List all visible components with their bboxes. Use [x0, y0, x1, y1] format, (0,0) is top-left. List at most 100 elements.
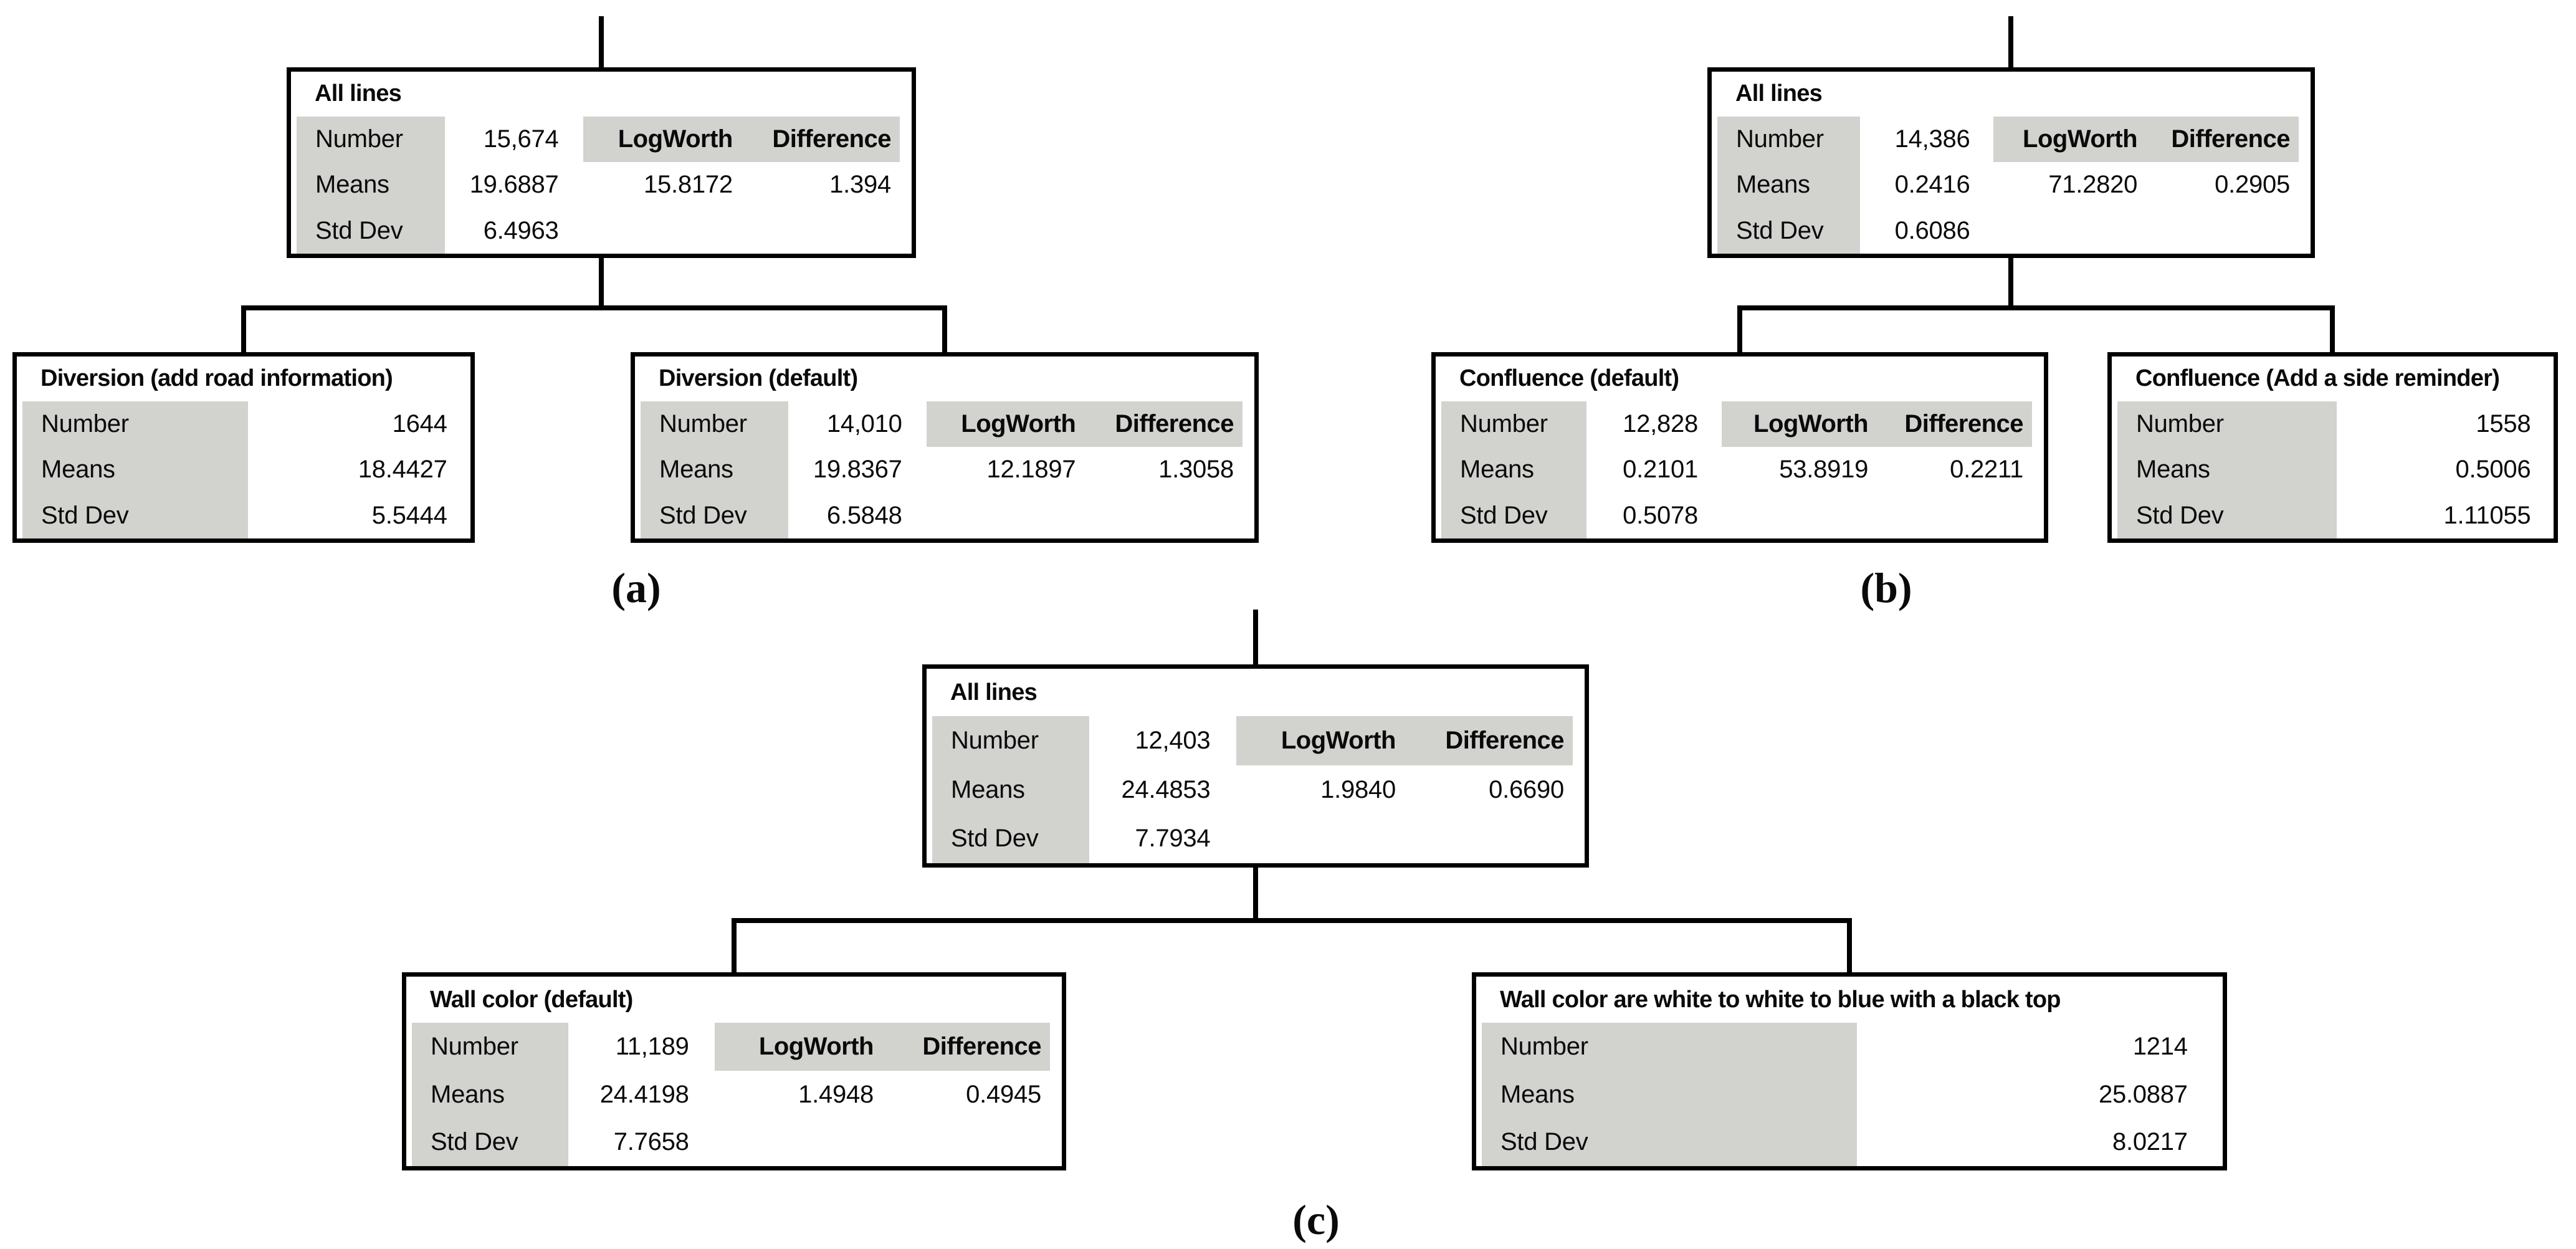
logworth-header: LogWorth: [1753, 409, 1869, 438]
connector-a-top-stub: [599, 16, 604, 67]
logworth-difference-header: LogWorth Difference: [714, 1023, 1050, 1071]
difference-value: 1.394: [829, 171, 891, 199]
logworth-difference-header: LogWorth Difference: [1722, 401, 2032, 447]
stat-label-column: Number Means Std Dev: [1482, 1023, 1857, 1166]
stat-label-means: Means: [1460, 456, 1534, 484]
node-table: Number Means Std Dev 12,828 0.2101 0.507…: [1441, 401, 2038, 538]
stddev-value: 6.5848: [826, 501, 902, 529]
stat-label-column: Number Means Std Dev: [2117, 401, 2337, 538]
connector-b-right-drop: [2330, 305, 2335, 352]
means-value: 0.2101: [1623, 456, 1698, 484]
logworth-header: LogWorth: [758, 1033, 874, 1061]
stddev-value: 7.7934: [1135, 825, 1211, 853]
node-b-right: Confluence (Add a side reminder) Number …: [2107, 352, 2558, 543]
difference-header: Difference: [1445, 727, 1565, 755]
stat-label-number: Number: [431, 1033, 518, 1061]
node-c-right: Wall color are white to white to blue wi…: [1472, 972, 2227, 1170]
logworth-value: 12.1897: [986, 456, 1076, 484]
logworth-difference-values: 1.9840 0.6690: [1236, 765, 1573, 815]
node-b-left: Confluence (default) Number Means Std De…: [1431, 352, 2048, 543]
stddev-value: 7.7658: [613, 1128, 689, 1156]
connector-b-branch-bar: [1737, 305, 2335, 310]
node-a-right: Diversion (default) Number Means Std Dev…: [631, 352, 1259, 543]
logworth-difference-values: 1.4948 0.4945: [715, 1071, 1050, 1119]
stddev-value: 1.11055: [2443, 501, 2531, 529]
means-value: 19.8367: [813, 456, 902, 484]
node-title: All lines: [315, 80, 402, 107]
stat-value-column: 15,674 19.6887 6.4963: [297, 117, 559, 254]
stat-value-column: 14,386 0.2416 0.6086: [1717, 117, 1970, 254]
stat-label-column: Number Means Std Dev: [412, 1023, 569, 1166]
logworth-difference-header: LogWorth Difference: [1236, 716, 1573, 765]
connector-b-top-stub: [2008, 16, 2013, 67]
logworth-value: 15.8172: [643, 171, 733, 199]
number-value: 11,189: [615, 1033, 689, 1061]
node-table: Number Means Std Dev 11,189 24.4198 7.76…: [412, 1023, 1056, 1166]
stat-label-column: Number Means Std Dev: [932, 716, 1090, 863]
means-value: 0.5006: [2455, 456, 2531, 484]
number-value: 1214: [2132, 1033, 2188, 1061]
stat-label-number: Number: [41, 409, 129, 438]
stat-value-column: 12,403 24.4853 7.7934: [932, 716, 1210, 863]
logworth-header: LogWorth: [2023, 125, 2138, 153]
difference-value: 1.3058: [1158, 456, 1234, 484]
stat-label-stddev: Std Dev: [1736, 216, 1824, 244]
logworth-value: 1.4948: [798, 1080, 874, 1108]
stat-label-number: Number: [1500, 1033, 1588, 1061]
stat-label-number: Number: [1736, 125, 1824, 153]
node-table: Number Means Std Dev 12,403 24.4853 7.79…: [932, 716, 1579, 863]
node-title: Wall color are white to white to blue wi…: [1500, 986, 2061, 1013]
logworth-header: LogWorth: [961, 409, 1076, 438]
stat-label-means: Means: [1500, 1080, 1575, 1108]
stat-label-means: Means: [431, 1080, 505, 1108]
node-title: All lines: [950, 679, 1038, 706]
logworth-difference-values: 71.2820 0.2905: [1993, 162, 2299, 208]
node-title: Diversion (default): [659, 365, 858, 392]
connector-c-bottom-stub: [1253, 868, 1258, 918]
stat-label-means: Means: [315, 171, 389, 199]
means-value: 25.0887: [2098, 1080, 2188, 1108]
number-value: 12,828: [1623, 409, 1698, 438]
node-c-root: All lines Number Means Std Dev 12,403 24…: [922, 664, 1589, 868]
difference-header: Difference: [2171, 125, 2291, 153]
stat-label-means: Means: [1736, 171, 1810, 199]
stat-label-number: Number: [315, 125, 403, 153]
node-title: Confluence (default): [1459, 365, 1679, 392]
number-value: 1558: [2476, 409, 2531, 438]
node-title: All lines: [1735, 80, 1823, 107]
node-a-root: All lines Number Means Std Dev 15,674 19…: [287, 67, 916, 258]
number-value: 12,403: [1135, 727, 1211, 755]
node-c-left: Wall color (default) Number Means Std De…: [402, 972, 1066, 1170]
stat-label-column: Number Means Std Dev: [22, 401, 249, 538]
node-table: Number Means Std Dev 1214 25.0887 8.0217: [1482, 1023, 2217, 1166]
number-value: 14,386: [1894, 125, 1970, 153]
connector-b-left-drop: [1737, 305, 1742, 352]
stat-label-column: Number Means Std Dev: [1717, 116, 1861, 254]
stat-label-number: Number: [2136, 409, 2224, 438]
difference-header: Difference: [1115, 409, 1234, 438]
logworth-difference-values: 53.8919 0.2211: [1722, 447, 2032, 492]
connector-a-branch-bar: [241, 305, 947, 310]
number-value: 15,674: [483, 125, 559, 153]
connector-a-right-drop: [942, 305, 947, 352]
difference-header: Difference: [922, 1033, 1041, 1061]
node-table: Number Means Std Dev 14,386 0.2416 0.608…: [1717, 116, 2305, 254]
stddev-value: 0.5078: [1623, 501, 1698, 529]
difference-header: Difference: [772, 125, 891, 153]
node-title: Diversion (add road information): [41, 365, 393, 392]
connector-a-bottom-stub: [599, 258, 604, 305]
stat-value-column: 12,828 0.2101 0.5078: [1441, 401, 1698, 538]
stat-label-column: Number Means Std Dev: [641, 401, 789, 538]
connector-c-top-stub: [1253, 610, 1258, 664]
stat-value-column: 1558 0.5006 1.11055: [2117, 401, 2531, 538]
means-value: 19.6887: [469, 171, 559, 199]
difference-value: 0.2211: [1950, 456, 2023, 484]
stat-label-stddev: Std Dev: [41, 501, 129, 529]
stat-value-column: 14,010 19.8367 6.5848: [641, 401, 902, 538]
connector-c-left-drop: [732, 918, 737, 972]
logworth-header: LogWorth: [618, 125, 733, 153]
stat-label-means: Means: [659, 456, 733, 484]
logworth-difference-header: LogWorth Difference: [926, 401, 1243, 447]
stat-label-stddev: Std Dev: [951, 825, 1039, 853]
logworth-header: LogWorth: [1281, 727, 1396, 755]
